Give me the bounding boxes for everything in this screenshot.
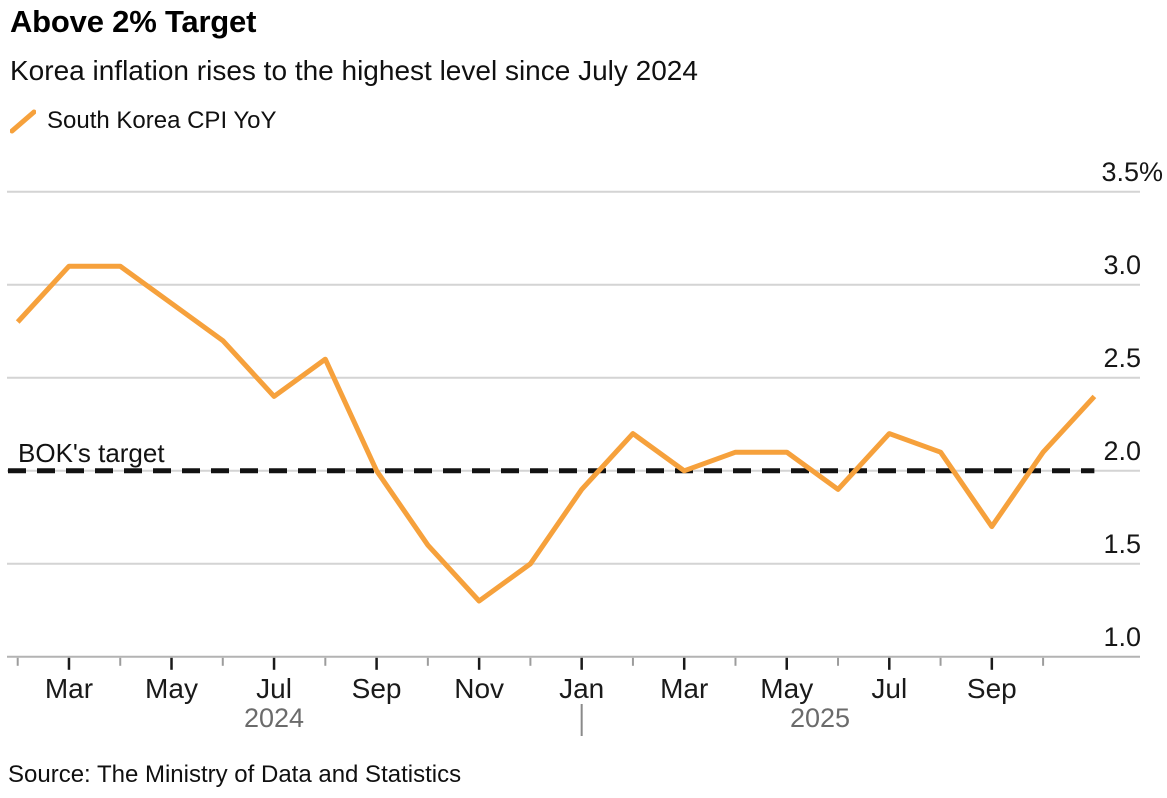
month-label: May — [760, 673, 813, 704]
legend-slash-icon — [10, 109, 36, 133]
y-axis-label: 3.5% — [1101, 157, 1163, 187]
source-note: Source: The Ministry of Data and Statist… — [8, 761, 462, 788]
month-label: May — [145, 673, 198, 704]
y-axis-label: 1.5 — [1103, 529, 1141, 559]
year-label-2025: 2025 — [790, 703, 850, 733]
month-label: Mar — [660, 673, 708, 704]
month-label: Sep — [352, 673, 402, 704]
legend-series-label: South Korea CPI YoY — [47, 107, 277, 134]
month-label: Nov — [454, 673, 504, 704]
legend-marker-line — [10, 109, 36, 133]
cpi-line-chart: 3.5% 3.0 2.5 2.0 1.5 1.0 Mar May Jul Sep Nov Jan Mar… — [7, 157, 1163, 736]
chart-title: Above 2% Target — [10, 4, 257, 39]
month-label: Mar — [45, 673, 93, 704]
chart-legend: South Korea CPI YoY — [10, 107, 277, 135]
y-axis-label: 2.0 — [1103, 436, 1141, 466]
month-label: Jul — [256, 673, 292, 704]
month-label: Jan — [559, 673, 604, 704]
y-axis-label: 1.0 — [1103, 622, 1141, 652]
cpi-line — [15, 263, 1097, 604]
month-label: Jul — [871, 673, 907, 704]
month-label: Sep — [967, 673, 1017, 704]
chart-subtitle: Korea inflation rises to the highest lev… — [10, 55, 698, 86]
y-axis-label: 2.5 — [1103, 343, 1141, 373]
target-line-label: BOK's target — [18, 438, 165, 468]
year-label-2024: 2024 — [244, 703, 304, 733]
y-axis-label: 3.0 — [1103, 250, 1141, 280]
